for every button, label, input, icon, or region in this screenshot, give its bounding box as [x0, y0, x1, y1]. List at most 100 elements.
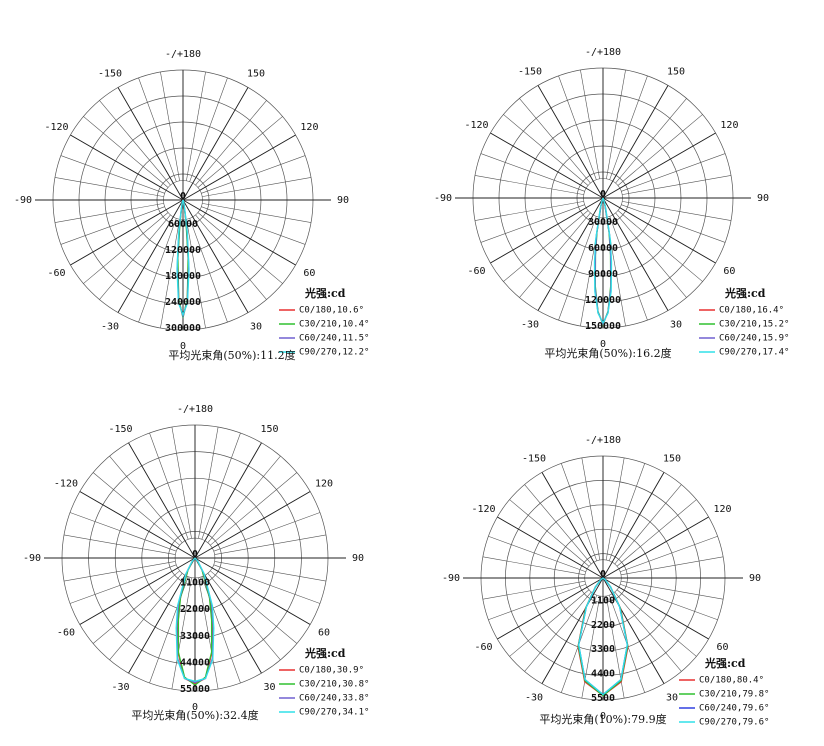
spoke — [482, 556, 586, 576]
r-tick-label: 1100 — [591, 595, 615, 606]
r-tick-label: 120000 — [585, 295, 621, 306]
spoke — [524, 591, 592, 672]
axis-spoke — [602, 577, 665, 684]
theta-tick-label: 120 — [300, 122, 318, 133]
spoke — [109, 573, 183, 661]
spoke — [617, 210, 703, 282]
spoke — [149, 432, 189, 540]
theta-tick-label: -90 — [14, 195, 32, 206]
theta-tick-label: 30 — [263, 682, 275, 693]
spoke — [83, 116, 169, 188]
caption: 平均光束角(50%):11.2度 — [168, 348, 295, 362]
spoke — [186, 71, 206, 181]
spoke — [503, 210, 589, 282]
theta-tick-label: 90 — [757, 193, 769, 204]
spoke — [189, 77, 228, 182]
r-tick-label: 0 — [192, 549, 198, 560]
theta-tick-label: -120 — [54, 479, 78, 490]
legend-title: 光强:cd — [724, 286, 766, 300]
r-tick-label: 180000 — [165, 271, 201, 282]
intensity-curve — [593, 197, 613, 325]
legend-label: C90/270,12.2° — [299, 348, 369, 358]
theta-tick-label: 90 — [337, 195, 349, 206]
spoke — [83, 212, 169, 284]
legend-title: 光强:cd — [704, 656, 746, 670]
legend-label: C0/180,16.4° — [719, 306, 784, 316]
axis-spoke — [182, 199, 249, 313]
intensity-curve — [578, 577, 628, 696]
axis-spoke — [117, 199, 184, 313]
legend-label: C30/210,30.8° — [299, 680, 369, 690]
axis-spoke — [128, 442, 196, 559]
spoke — [581, 457, 601, 561]
spoke — [69, 512, 177, 552]
spoke — [615, 212, 687, 298]
r-tick-label: 3300 — [591, 644, 615, 655]
spoke — [99, 100, 171, 186]
axis-spoke — [490, 132, 604, 199]
spoke — [214, 534, 327, 555]
axis-spoke — [70, 134, 184, 201]
axis-spoke — [541, 577, 604, 684]
legend-label: C90/270,17.4° — [719, 348, 789, 358]
axis-spoke — [128, 557, 196, 674]
axis-spoke — [602, 132, 716, 199]
spoke — [60, 206, 165, 245]
spoke — [609, 75, 648, 180]
theta-tick-label: -30 — [525, 693, 543, 704]
theta-tick-label: 60 — [716, 642, 728, 653]
theta-tick-label: -30 — [101, 321, 119, 332]
theta-tick-label: -90 — [434, 193, 452, 204]
spoke — [488, 535, 586, 573]
r-tick-label: 0 — [600, 569, 606, 580]
theta-tick-label: 120 — [315, 479, 333, 490]
spoke — [474, 175, 584, 195]
axis-spoke — [182, 87, 249, 201]
spoke — [171, 426, 192, 539]
legend-title: 光强:cd — [304, 646, 346, 660]
intensity-curve — [177, 557, 213, 686]
legend-label: C60/240,33.8° — [299, 694, 369, 704]
axis-spoke — [497, 516, 604, 579]
spoke — [622, 175, 732, 195]
spoke — [620, 583, 718, 621]
axis-spoke — [194, 442, 262, 559]
spoke — [189, 218, 228, 323]
r-tick-label: 30000 — [588, 217, 618, 228]
legend-label: C90/270,79.6° — [699, 718, 769, 728]
spoke — [201, 432, 241, 540]
theta-tick-label: 90 — [749, 573, 761, 584]
theta-tick-label: -30 — [521, 319, 539, 330]
spoke — [63, 534, 176, 555]
spoke — [201, 206, 306, 245]
spoke — [524, 484, 592, 565]
theta-tick-label: 30 — [250, 321, 262, 332]
spoke — [92, 570, 180, 644]
theta-tick-label: -150 — [522, 453, 546, 464]
r-tick-label: 300000 — [165, 323, 201, 334]
r-tick-label: 240000 — [165, 297, 201, 308]
spoke — [560, 463, 598, 561]
spoke — [622, 201, 732, 221]
caption: 平均光束角(10%):79.9度 — [539, 712, 666, 726]
axis-spoke — [182, 134, 296, 201]
spoke — [207, 573, 281, 661]
spoke — [210, 570, 298, 644]
spoke — [195, 100, 267, 186]
spoke — [198, 577, 219, 690]
spoke — [614, 591, 682, 672]
theta-tick-label: 150 — [260, 424, 278, 435]
theta-tick-label: -/+180 — [177, 404, 213, 415]
axis-spoke — [602, 516, 709, 579]
spoke — [197, 212, 283, 284]
spoke — [480, 153, 585, 192]
theta-tick-label: -/+180 — [585, 47, 621, 58]
theta-tick-label: 0 — [600, 339, 606, 350]
spoke — [488, 583, 586, 621]
r-tick-label: 90000 — [588, 269, 618, 280]
spoke — [213, 564, 321, 604]
caption: 平均光束角(50%):32.4度 — [131, 708, 258, 722]
theta-tick-label: -30 — [111, 682, 129, 693]
spoke — [186, 219, 206, 329]
theta-tick-label: -120 — [471, 504, 495, 515]
